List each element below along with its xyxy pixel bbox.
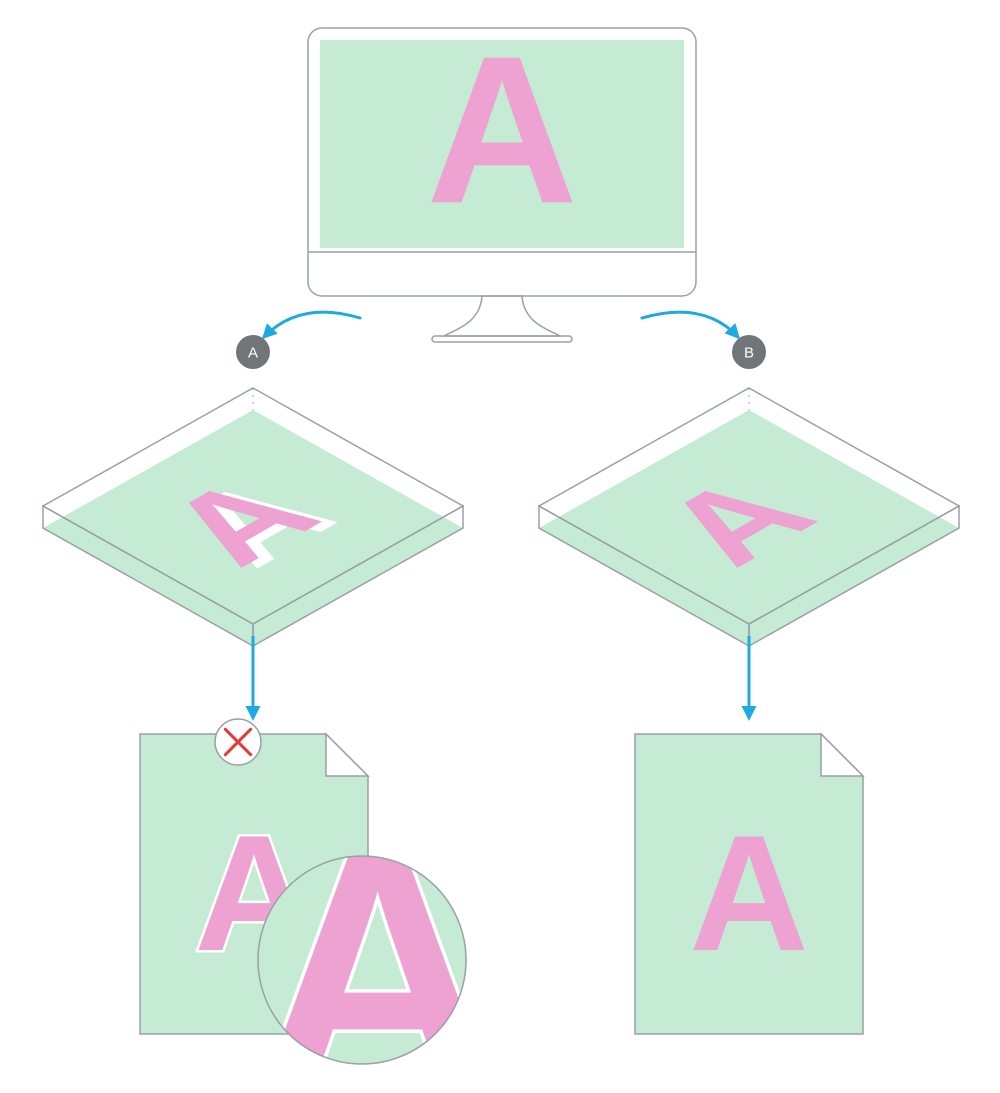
monitor-letter: A <box>426 12 578 247</box>
badge-b: B <box>732 335 766 369</box>
iso-panel-b: A <box>539 388 959 646</box>
svg-text:B: B <box>744 344 754 361</box>
document-b-letter: A <box>689 801 808 985</box>
document-b: A <box>635 734 863 1034</box>
diagram-root: AABAAAAAA <box>0 0 1000 1093</box>
arrow-to-b <box>642 312 738 337</box>
error-badge-icon <box>215 719 261 765</box>
badge-a: A <box>236 335 270 369</box>
iso-panel-a: AA <box>43 388 463 646</box>
arrow-to-a <box>264 312 360 337</box>
monitor: A <box>308 12 696 342</box>
svg-text:A: A <box>248 344 258 361</box>
